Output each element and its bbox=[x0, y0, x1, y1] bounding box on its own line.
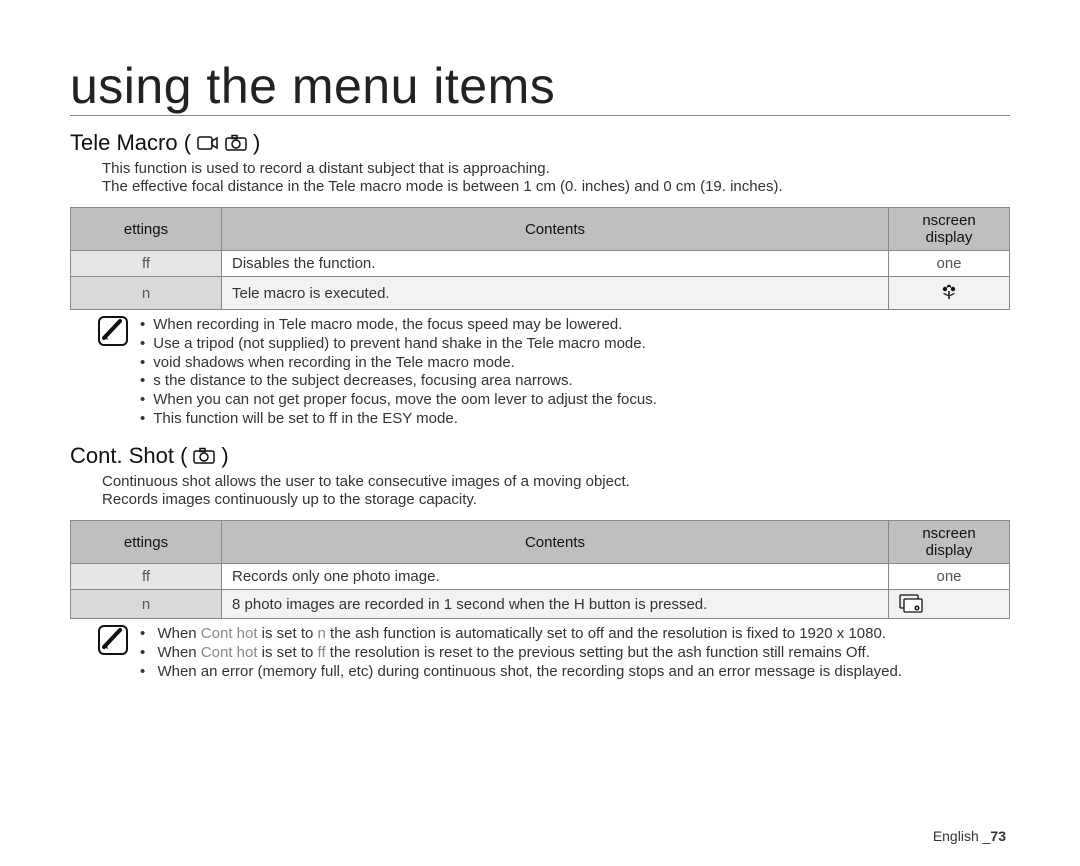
note-frag: When an error (memory full, etc) during … bbox=[157, 663, 902, 680]
col-display: nscreen display bbox=[889, 208, 1010, 251]
note-text: When Cont hot is set to n the ash functi… bbox=[140, 625, 902, 681]
note-quoted: n bbox=[318, 625, 326, 642]
video-mode-icon bbox=[197, 134, 219, 152]
cont-shot-notes: When Cont hot is set to n the ash functi… bbox=[98, 625, 1010, 681]
note-quoted: ff bbox=[318, 644, 326, 661]
note-line: When an error (memory full, etc) during … bbox=[140, 663, 902, 682]
note-line: s the distance to the subject decreases,… bbox=[140, 372, 657, 391]
table-header-row: ettings Contents nscreen display bbox=[71, 208, 1010, 251]
cont-shot-heading: Cont. Shot ( ) bbox=[70, 443, 1010, 469]
tele-macro-heading: Tele Macro ( ) bbox=[70, 130, 1010, 156]
table-row: ff Disables the function. one bbox=[71, 251, 1010, 277]
note-frag: the ash function is automatically set to… bbox=[326, 625, 886, 642]
col-contents: Contents bbox=[222, 521, 889, 564]
page-footer: English _73 bbox=[933, 828, 1006, 844]
note-icon bbox=[98, 316, 128, 429]
display-cell: one bbox=[889, 251, 1010, 277]
setting-cell: ff bbox=[71, 251, 222, 277]
note-line: When you can not get proper focus, move … bbox=[140, 391, 657, 410]
col-contents: Contents bbox=[222, 208, 889, 251]
note-line: When Cont hot is set to ff the resolutio… bbox=[140, 644, 902, 663]
tele-macro-heading-close: ) bbox=[253, 130, 260, 156]
cont-shot-intro-line1: Continuous shot allows the user to take … bbox=[102, 473, 630, 490]
note-frag: When bbox=[157, 644, 200, 661]
table-header-row: ettings Contents nscreen display bbox=[71, 521, 1010, 564]
chapter-title: using the menu items bbox=[70, 60, 1010, 116]
tele-macro-intro-line2: The effective focal distance in the Tele… bbox=[102, 178, 783, 195]
note-line: void shadows when recording in the Tele … bbox=[140, 354, 657, 373]
table-row: n Tele macro is executed. bbox=[71, 277, 1010, 310]
note-frag: the resolution is reset to the previous … bbox=[326, 644, 870, 661]
note-frag: is set to bbox=[258, 625, 318, 642]
cont-shot-heading-close: ) bbox=[221, 443, 228, 469]
tele-macro-notes: When recording in Tele macro mode, the f… bbox=[98, 316, 1010, 429]
flower-icon bbox=[938, 288, 960, 305]
tele-macro-table: ettings Contents nscreen display ff Disa… bbox=[70, 207, 1010, 310]
setting-cell: n bbox=[71, 590, 222, 619]
tele-macro-intro: This function is used to record a distan… bbox=[102, 160, 1010, 198]
display-cell: one bbox=[889, 564, 1010, 590]
note-quoted: Cont hot bbox=[201, 644, 258, 661]
col-display: nscreen display bbox=[889, 521, 1010, 564]
contents-cell: Records only one photo image. bbox=[222, 564, 889, 590]
note-frag: When bbox=[157, 625, 200, 642]
col-settings: ettings bbox=[71, 208, 222, 251]
note-line: When Cont hot is set to n the ash functi… bbox=[140, 625, 902, 644]
cont-shot-intro-line2: Records images continuously up to the st… bbox=[102, 491, 477, 508]
tele-macro-intro-line1: This function is used to record a distan… bbox=[102, 160, 550, 177]
note-frag: is set to bbox=[258, 644, 318, 661]
table-row: ff Records only one photo image. one bbox=[71, 564, 1010, 590]
contents-cell: Disables the function. bbox=[222, 251, 889, 277]
contents-cell: 8 photo images are recorded in 1 second … bbox=[222, 590, 889, 619]
footer-lang: English bbox=[933, 828, 983, 844]
cont-shot-icon bbox=[899, 594, 999, 614]
col-settings: ettings bbox=[71, 521, 222, 564]
note-line: Use a tripod (not supplied) to prevent h… bbox=[140, 335, 657, 354]
setting-cell: ff bbox=[71, 564, 222, 590]
setting-cell: n bbox=[71, 277, 222, 310]
cont-shot-intro: Continuous shot allows the user to take … bbox=[102, 473, 1010, 511]
table-row: n 8 photo images are recorded in 1 secon… bbox=[71, 590, 1010, 619]
footer-page-number: 73 bbox=[990, 828, 1006, 844]
display-cell bbox=[889, 277, 1010, 310]
note-icon bbox=[98, 625, 128, 681]
contents-cell: Tele macro is executed. bbox=[222, 277, 889, 310]
display-cell bbox=[889, 590, 1010, 619]
note-line: This function will be set to ff in the E… bbox=[140, 410, 657, 429]
note-quoted: Cont hot bbox=[201, 625, 258, 642]
cont-shot-table: ettings Contents nscreen display ff Reco… bbox=[70, 520, 1010, 619]
note-line: When recording in Tele macro mode, the f… bbox=[140, 316, 657, 335]
cont-shot-heading-text: Cont. Shot ( bbox=[70, 443, 187, 469]
note-text: When recording in Tele macro mode, the f… bbox=[140, 316, 657, 429]
photo-mode-icon bbox=[193, 447, 215, 465]
tele-macro-heading-text: Tele Macro ( bbox=[70, 130, 191, 156]
photo-mode-icon bbox=[225, 134, 247, 152]
manual-page: using the menu items Tele Macro ( ) This… bbox=[0, 0, 1080, 866]
